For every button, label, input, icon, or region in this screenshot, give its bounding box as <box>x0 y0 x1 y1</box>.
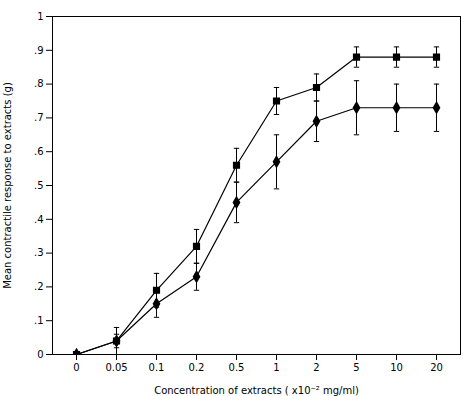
svg-text:20: 20 <box>430 362 443 373</box>
svg-text:.7: .7 <box>34 112 44 123</box>
svg-text:0.1: 0.1 <box>149 362 165 373</box>
svg-text:10: 10 <box>390 362 403 373</box>
svg-text:.2: .2 <box>34 281 44 292</box>
svg-text:0.5: 0.5 <box>229 362 245 373</box>
svg-text:1: 1 <box>37 11 43 22</box>
svg-text:0: 0 <box>73 362 79 373</box>
svg-text:.8: .8 <box>34 78 44 89</box>
svg-text:.5: .5 <box>34 180 44 191</box>
svg-text:0.05: 0.05 <box>105 362 127 373</box>
svg-text:.3: .3 <box>34 247 44 258</box>
svg-text:0.2: 0.2 <box>189 362 205 373</box>
svg-text:.4: .4 <box>34 214 44 225</box>
svg-text:.6: .6 <box>34 146 44 157</box>
svg-text:Concentration of extracts ( x1: Concentration of extracts ( x10⁻² mg/ml) <box>154 385 359 396</box>
svg-text:5: 5 <box>353 362 359 373</box>
svg-text:0: 0 <box>37 349 43 360</box>
svg-text:.9: .9 <box>34 45 44 56</box>
svg-text:1: 1 <box>273 362 279 373</box>
svg-text:Mean contractile response to e: Mean contractile response to extracts (g… <box>2 82 13 289</box>
svg-text:2: 2 <box>313 362 319 373</box>
svg-text:.1: .1 <box>34 315 44 326</box>
